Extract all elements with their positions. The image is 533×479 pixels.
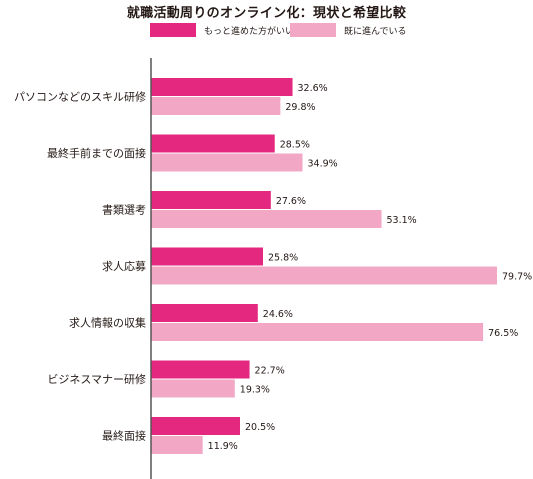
bar-series-1	[151, 304, 258, 322]
bar-series-1	[151, 134, 275, 153]
data-label-series-1: 25.8%	[268, 253, 298, 264]
bar-series-2	[151, 379, 235, 398]
data-label-series-2: 19.3%	[240, 385, 270, 396]
data-label-series-2: 11.9%	[208, 441, 238, 452]
legend-label-series-1: もっと進めた方がいい	[204, 26, 295, 37]
category-label: 求人情報の収集	[69, 316, 146, 330]
bar-series-1	[151, 247, 264, 266]
bar-series-2	[151, 210, 382, 228]
bar-series-2	[151, 153, 303, 172]
bar-series-1	[151, 78, 293, 96]
category-label: 求人応募	[102, 259, 146, 273]
legend-item-series-1: もっと進めた方がいい	[150, 22, 294, 38]
data-label-series-1: 20.5%	[245, 422, 275, 433]
category-label: ビジネスマナー研修	[47, 372, 146, 386]
bar-series-2	[151, 436, 203, 454]
legend-swatch-series-2	[290, 23, 336, 37]
data-label-series-2: 53.1%	[387, 215, 417, 226]
data-label-series-2: 29.8%	[285, 102, 315, 113]
data-label-series-2: 76.5%	[488, 328, 518, 339]
bar-series-1	[151, 360, 250, 379]
data-label-series-2: 34.9%	[308, 159, 338, 170]
bar-series-2	[151, 97, 281, 115]
data-label-series-1: 28.5%	[280, 140, 310, 151]
bar-series-1	[151, 417, 240, 435]
category-label: 書類選考	[102, 203, 146, 217]
data-label-series-1: 24.6%	[263, 309, 293, 320]
legend: もっと進めた方がいい 既に進んでいる	[0, 22, 533, 40]
bar-series-2	[151, 323, 484, 341]
data-label-series-1: 22.7%	[255, 366, 285, 377]
category-label: 最終手前までの面接	[47, 146, 146, 160]
category-label: パソコンなどのスキル研修	[14, 90, 146, 104]
category-label: 最終面接	[102, 429, 146, 443]
data-label-series-1: 32.6%	[298, 83, 328, 94]
bar-series-1	[151, 191, 271, 209]
chart-title: 就職活動周りのオンライン化：現状と希望比較	[126, 6, 407, 21]
data-label-series-1: 27.6%	[276, 196, 306, 207]
data-label-series-2: 79.7%	[502, 272, 532, 283]
legend-swatch-series-1	[150, 23, 196, 37]
bar-series-2	[151, 266, 497, 285]
legend-item-series-2: 既に進んでいる	[290, 22, 407, 38]
legend-label-series-2: 既に進んでいる	[344, 26, 407, 37]
